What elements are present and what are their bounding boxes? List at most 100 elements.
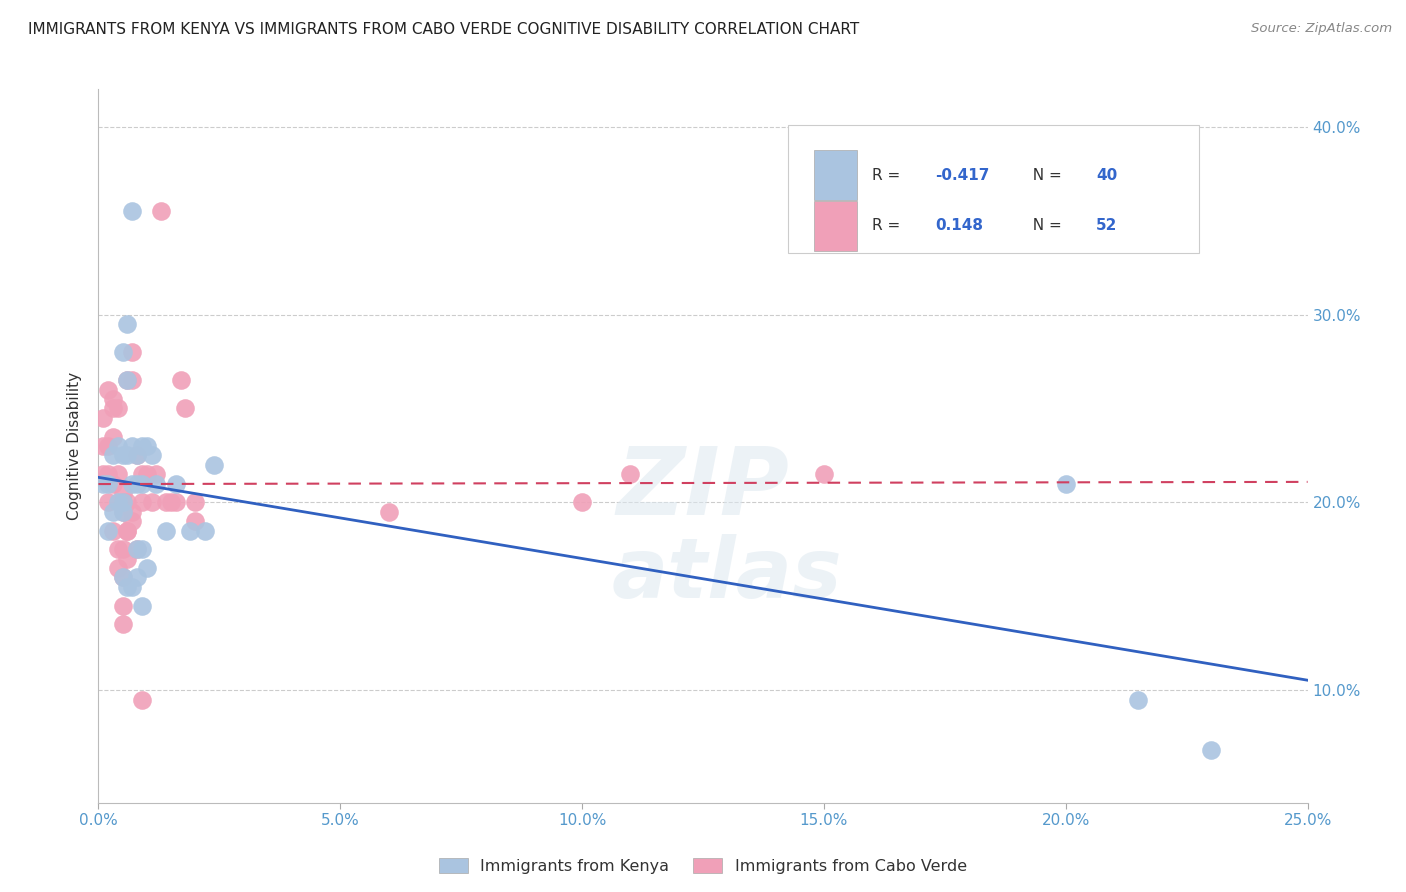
Point [194,524,217,538]
Point [97,467,120,482]
Point [169,373,191,387]
Point [131,542,153,557]
Point [121,580,143,594]
Text: N =: N = [1024,168,1067,183]
Point [117,495,139,509]
Point [204,458,226,472]
Point [111,542,134,557]
Point [97,476,120,491]
Point [97,439,120,453]
Point [97,383,120,397]
Point [127,449,149,463]
Point [117,317,139,331]
Point [101,505,124,519]
Point [111,505,134,519]
Point [107,401,129,416]
Text: atlas: atlas [612,534,842,615]
Y-axis label: Cognitive Disability: Cognitive Disability [67,372,83,520]
Point [131,692,153,706]
Point [107,561,129,575]
Point [111,570,134,584]
Point [107,439,129,453]
Point [101,476,124,491]
Text: -0.417: -0.417 [935,168,990,183]
Point [111,345,134,359]
Point [117,373,139,387]
Point [131,495,153,509]
Point [127,542,149,557]
Text: IMMIGRANTS FROM KENYA VS IMMIGRANTS FROM CABO VERDE COGNITIVE DISABILITY CORRELA: IMMIGRANTS FROM KENYA VS IMMIGRANTS FROM… [28,22,859,37]
Point [571,495,593,509]
FancyBboxPatch shape [814,151,856,201]
Point [127,476,149,491]
Point [101,392,124,406]
Point [131,439,153,453]
Point [184,514,207,528]
Point [101,401,124,416]
Point [117,524,139,538]
Point [155,495,177,509]
Text: 0.148: 0.148 [935,219,983,233]
Point [1128,692,1150,706]
Point [107,495,129,509]
Point [165,495,187,509]
Point [117,524,139,538]
Point [121,476,143,491]
Point [121,505,143,519]
Point [117,373,139,387]
Point [165,476,187,491]
Point [111,617,134,632]
Point [127,542,149,557]
Text: 52: 52 [1097,219,1118,233]
Point [111,486,134,500]
Point [91,410,114,425]
Text: R =: R = [872,219,910,233]
Point [121,345,143,359]
Point [111,599,134,613]
Point [619,467,641,482]
Point [141,449,163,463]
Point [101,524,124,538]
Point [107,467,129,482]
Point [91,476,114,491]
Point [111,495,134,509]
Point [145,476,167,491]
Point [111,505,134,519]
Point [160,495,183,509]
Point [135,439,157,453]
Point [127,570,149,584]
Point [131,476,153,491]
Point [150,204,173,219]
Point [121,439,143,453]
Point [97,495,120,509]
Point [101,449,124,463]
Point [155,524,177,538]
Point [117,551,139,566]
Point [117,580,139,594]
Text: N =: N = [1024,219,1067,233]
FancyBboxPatch shape [814,201,856,251]
Point [97,524,120,538]
Point [111,570,134,584]
Text: Source: ZipAtlas.com: Source: ZipAtlas.com [1251,22,1392,36]
Text: ZIP: ZIP [617,442,789,535]
Point [101,429,124,443]
Point [184,495,207,509]
Point [141,495,163,509]
Point [117,449,139,463]
Text: R =: R = [872,168,905,183]
Point [131,467,153,482]
Point [135,561,157,575]
Point [91,467,114,482]
Point [127,449,149,463]
Point [145,467,167,482]
Point [377,505,399,519]
Text: 40: 40 [1097,168,1118,183]
Legend: Immigrants from Kenya, Immigrants from Cabo Verde: Immigrants from Kenya, Immigrants from C… [433,852,973,880]
Point [107,542,129,557]
Point [135,467,157,482]
Point [1054,476,1077,491]
FancyBboxPatch shape [787,125,1199,253]
Point [91,439,114,453]
Point [179,524,201,538]
